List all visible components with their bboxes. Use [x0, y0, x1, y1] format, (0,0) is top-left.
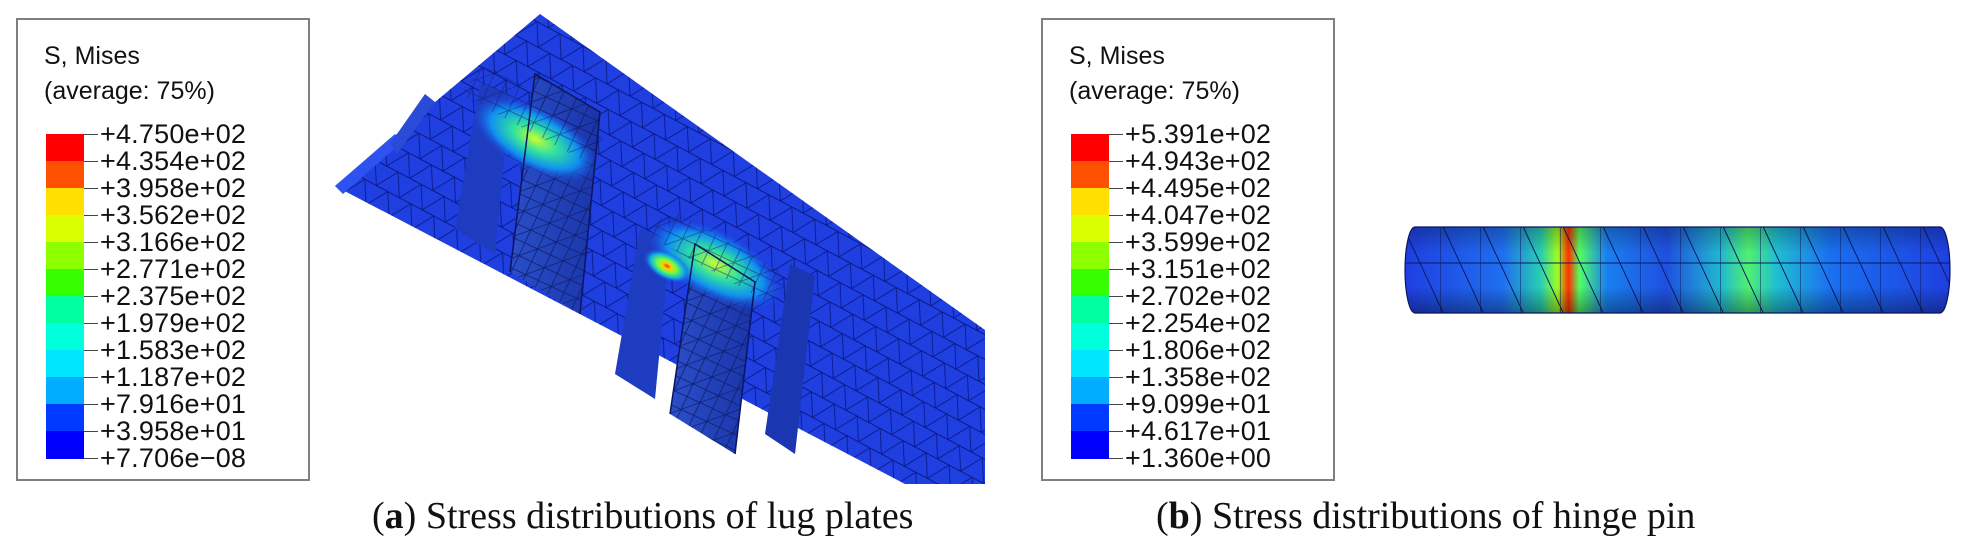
colorbar-segment	[46, 215, 84, 243]
colorbar-tick-label: +1.358e+02	[1125, 362, 1272, 392]
colorbar-tick-label: +3.599e+02	[1125, 227, 1272, 257]
colorbar-segment	[46, 350, 84, 378]
colorbar-tick	[1109, 404, 1123, 405]
colorbar-tick	[84, 215, 98, 216]
colorbar-tick	[1109, 458, 1123, 459]
colorbar-segment	[46, 134, 84, 162]
colorbar-tick-label: +2.375e+02	[100, 281, 247, 311]
colorbar-tick	[1109, 269, 1123, 270]
colorbar-tick	[84, 161, 98, 162]
colorbar-tick	[84, 323, 98, 324]
caption-a-letter: a	[384, 495, 404, 537]
colorbar-segment	[46, 323, 84, 351]
colorbar-tick	[84, 377, 98, 378]
caption-b-letter: b	[1168, 495, 1190, 537]
colorbar-tick	[84, 458, 98, 459]
legend-a: S, Mises (average: 75%) +4.750e+02 +4.354…	[16, 18, 310, 481]
colorbar-tick-label: +4.495e+02	[1125, 173, 1272, 203]
colorbar-tick	[1109, 188, 1123, 189]
colorbar-segment	[46, 431, 84, 459]
colorbar-segment	[46, 296, 84, 324]
colorbar-tick-label: +4.047e+02	[1125, 200, 1272, 230]
colorbar-tick-label: +5.391e+02	[1125, 119, 1272, 149]
colorbar-tick-label: +3.166e+02	[100, 227, 247, 257]
colorbar-tick	[1109, 296, 1123, 297]
colorbar-tick	[1109, 134, 1123, 135]
colorbar-tick	[1109, 242, 1123, 243]
colorbar-segment	[1071, 134, 1109, 162]
legend-b-title: S, Mises	[1069, 42, 1165, 70]
colorbar-segment	[46, 161, 84, 189]
colorbar-tick-label: +2.254e+02	[1125, 308, 1272, 338]
colorbar-tick-label: +1.187e+02	[100, 362, 247, 392]
colorbar-tick	[1109, 215, 1123, 216]
colorbar-tick	[84, 242, 98, 243]
colorbar-tick	[84, 269, 98, 270]
colorbar-tick-label: +7.706e−08	[100, 443, 247, 473]
colorbar-tick-label: +4.617e+01	[1125, 416, 1272, 446]
colorbar-segment	[1071, 431, 1109, 459]
colorbar-segment	[1071, 296, 1109, 324]
legend-a-title: S, Mises	[44, 42, 140, 70]
colorbar-tick	[1109, 431, 1123, 432]
colorbar-tick-label: +3.958e+01	[100, 416, 247, 446]
colorbar-tick	[1109, 323, 1123, 324]
colorbar-segment	[46, 269, 84, 297]
colorbar-tick	[84, 431, 98, 432]
colorbar-segment	[1071, 188, 1109, 216]
caption-b: (b) Stress distributions of hinge pin	[1156, 495, 1696, 537]
colorbar-tick-label: +2.771e+02	[100, 254, 247, 284]
colorbar-segment	[1071, 215, 1109, 243]
colorbar-tick-label: +1.979e+02	[100, 308, 247, 338]
colorbar-tick-label: +1.583e+02	[100, 335, 247, 365]
colorbar-segment	[1071, 161, 1109, 189]
legend-b-colorbar	[1071, 134, 1109, 459]
colorbar-segment	[1071, 242, 1109, 270]
colorbar-tick-label: +7.916e+01	[100, 389, 247, 419]
colorbar-segment	[1071, 377, 1109, 405]
legend-a-colorbar	[46, 134, 84, 459]
legend-b-subtitle: (average: 75%)	[1069, 77, 1240, 105]
colorbar-tick-label: +3.562e+02	[100, 200, 247, 230]
colorbar-segment	[46, 188, 84, 216]
colorbar-tick	[1109, 377, 1123, 378]
colorbar-tick	[84, 134, 98, 135]
caption-a: (a) Stress distributions of lug plates	[372, 495, 914, 537]
colorbar-segment	[1071, 269, 1109, 297]
caption-b-text: Stress distributions of hinge pin	[1202, 495, 1696, 537]
colorbar-tick	[1109, 161, 1123, 162]
colorbar-tick-label: +4.750e+02	[100, 119, 247, 149]
legend-a-subtitle: (average: 75%)	[44, 77, 215, 105]
colorbar-tick-label: +3.958e+02	[100, 173, 247, 203]
colorbar-segment	[1071, 350, 1109, 378]
colorbar-tick-label: +9.099e+01	[1125, 389, 1272, 419]
colorbar-tick	[1109, 350, 1123, 351]
colorbar-tick-label: +4.354e+02	[100, 146, 247, 176]
colorbar-segment	[1071, 404, 1109, 432]
caption-a-text: Stress distributions of lug plates	[416, 495, 914, 537]
colorbar-tick	[84, 350, 98, 351]
colorbar-tick	[84, 188, 98, 189]
colorbar-tick-label: +2.702e+02	[1125, 281, 1272, 311]
colorbar-segment	[1071, 323, 1109, 351]
colorbar-segment	[46, 377, 84, 405]
colorbar-tick	[84, 404, 98, 405]
colorbar-tick-label: +3.151e+02	[1125, 254, 1272, 284]
colorbar-tick-label: +1.360e+00	[1125, 443, 1272, 473]
colorbar-segment	[46, 242, 84, 270]
lug-plates-render	[335, 14, 985, 484]
colorbar-tick	[84, 296, 98, 297]
hinge-pin-render	[1404, 226, 1951, 314]
colorbar-tick-label: +1.806e+02	[1125, 335, 1272, 365]
legend-b: S, Mises (average: 75%) +5.391e+02 +4.943…	[1041, 18, 1335, 481]
colorbar-segment	[46, 404, 84, 432]
colorbar-tick-label: +4.943e+02	[1125, 146, 1272, 176]
